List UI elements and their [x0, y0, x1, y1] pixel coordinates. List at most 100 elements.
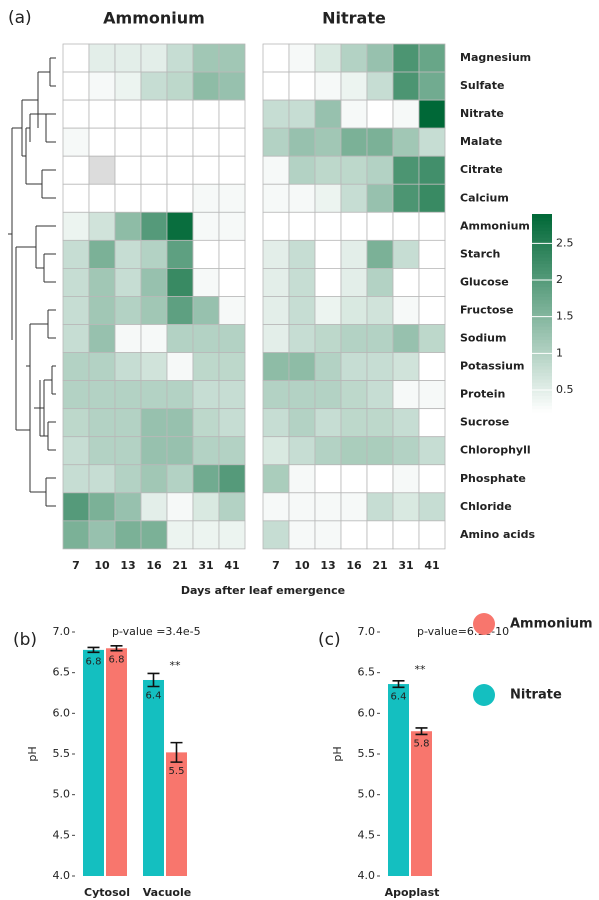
heat-cell	[340, 155, 368, 185]
heat-cell	[340, 352, 368, 381]
panel-title: Nitrate	[322, 9, 386, 28]
x-tick-label: 21	[372, 559, 387, 572]
heat-cell	[340, 324, 368, 353]
bar	[106, 648, 127, 876]
heat-cell	[192, 492, 220, 522]
colorbar-step	[532, 329, 552, 334]
legend-label: Nitrate	[510, 688, 562, 703]
bar	[388, 684, 409, 876]
x-tick-label: 31	[198, 559, 213, 572]
y-tick-label: 4.0	[53, 869, 71, 882]
colorbar-step	[532, 273, 552, 278]
significance: **	[415, 663, 427, 676]
heat-cell	[366, 464, 394, 494]
colorbar-label: 1	[556, 346, 563, 359]
heat-cell	[218, 352, 246, 381]
heat-cell	[114, 324, 142, 353]
heat-cell	[288, 408, 316, 438]
heat-cell	[88, 520, 116, 550]
error-bar	[147, 672, 160, 688]
x-tick-label: 16	[346, 559, 362, 572]
heat-cell	[218, 380, 246, 410]
heat-cell	[340, 267, 368, 297]
heat-cell	[340, 380, 368, 410]
x-tick-label: 7	[72, 559, 80, 572]
heat-cell	[114, 380, 142, 410]
heat-cell	[288, 155, 316, 185]
heat-cell	[262, 183, 290, 213]
heat-cell	[366, 408, 394, 438]
row-label: Malate	[460, 135, 502, 148]
colorbar-step	[532, 313, 552, 317]
y-tick-label: 6.5	[53, 666, 71, 679]
heat-cell	[114, 211, 142, 241]
colorbar-step	[532, 283, 552, 288]
heat-cell	[192, 183, 220, 213]
error-bar	[87, 646, 100, 654]
heat-cell	[166, 296, 194, 325]
heat-cell	[62, 71, 90, 101]
heat-cell	[192, 408, 220, 438]
row-label: Starch	[460, 247, 500, 260]
heat-cell	[314, 324, 342, 353]
heat-cell	[88, 436, 116, 466]
row-label: Potassium	[460, 360, 524, 373]
heat-cell	[88, 99, 116, 129]
heat-cell	[366, 183, 394, 213]
colorbar-step	[532, 256, 552, 261]
heat-cell	[340, 239, 368, 269]
colorbar-step	[532, 352, 552, 357]
heat-cell	[88, 492, 116, 522]
heat-cell	[366, 211, 394, 241]
heat-cell	[192, 43, 220, 73]
heat-cell	[418, 520, 446, 550]
y-tick-label: 5.5	[358, 747, 376, 760]
heat-cell	[114, 352, 142, 381]
heat-cell	[192, 296, 220, 325]
heat-cell	[140, 352, 168, 381]
heat-cell	[114, 296, 142, 325]
heat-cell	[192, 324, 220, 353]
heat-cell	[340, 492, 368, 522]
heat-cell	[218, 183, 246, 213]
bar	[411, 731, 432, 876]
heat-cell	[62, 211, 90, 241]
heat-cell	[218, 239, 246, 269]
heat-cell	[314, 127, 342, 157]
heat-cell	[288, 492, 316, 522]
heat-cell	[366, 520, 394, 550]
colorbar-step	[532, 223, 552, 228]
heat-cell	[114, 183, 142, 213]
heat-cell	[418, 464, 446, 494]
row-label: Ammonium	[460, 219, 530, 232]
heat-cell	[114, 99, 142, 129]
heat-cell	[340, 71, 368, 101]
colorbar-step	[532, 240, 552, 245]
heat-cell	[392, 239, 420, 269]
heat-cell	[62, 183, 90, 213]
value-label: 6.8	[86, 656, 102, 667]
heat-cell	[218, 492, 246, 522]
legend-label: Ammonium	[510, 617, 593, 632]
heat-cell	[62, 267, 90, 297]
heat-cell	[88, 380, 116, 410]
heat-cell	[262, 155, 290, 185]
heat-cell	[88, 464, 116, 494]
heat-cell	[314, 380, 342, 410]
heat-cell	[392, 436, 420, 466]
heat-cell	[62, 520, 90, 550]
heat-cell	[392, 183, 420, 213]
heat-cell	[314, 464, 342, 494]
legend-swatch	[473, 684, 495, 706]
colorbar-step	[532, 319, 552, 324]
heat-cell	[262, 239, 290, 269]
heat-cell	[166, 492, 194, 522]
heat-cell	[366, 127, 394, 157]
heat-cell	[62, 324, 90, 353]
x-axis-title: Days after leaf emergence	[181, 584, 345, 597]
heat-cell	[392, 492, 420, 522]
heat-cell	[366, 380, 394, 410]
heat-cell	[262, 380, 290, 410]
heat-cell	[218, 324, 246, 353]
heat-cell	[418, 183, 446, 213]
